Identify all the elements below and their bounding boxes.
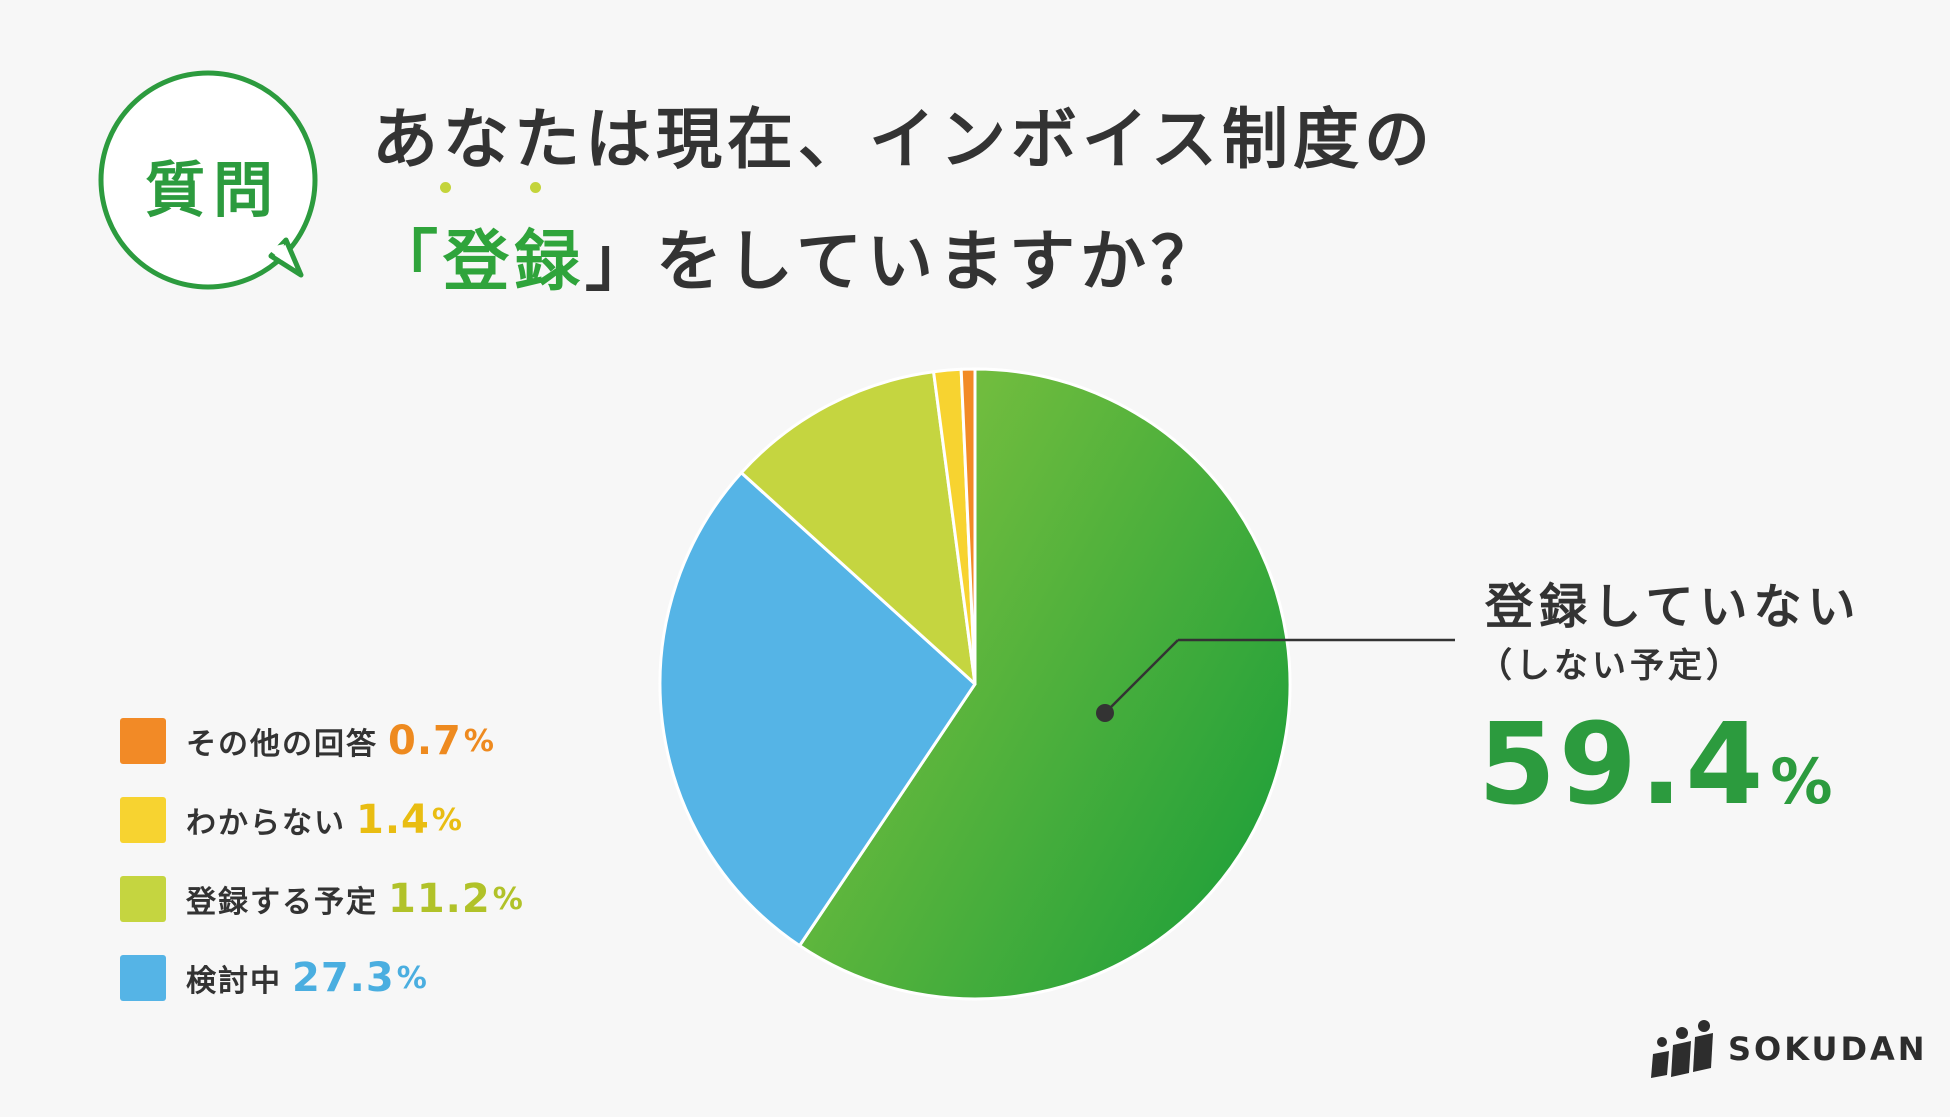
legend-label: わからない — [186, 806, 346, 841]
legend-item-considering: 検討中 27.3 % — [120, 955, 523, 1001]
title-line-2: 「登録」をしていますか？ — [372, 208, 1222, 304]
legend-unit: % — [431, 802, 462, 838]
title-highlight: 登録 — [443, 223, 585, 300]
legend-unit: % — [396, 960, 427, 996]
pie-slice-not-registering — [798, 367, 1292, 1001]
question-badge-label: 質問 — [145, 155, 281, 226]
legend-value: 11.2 — [388, 876, 491, 922]
legend-swatch — [120, 797, 166, 843]
legend-swatch — [120, 955, 166, 1001]
legend: その他の回答 0.7 % わからない 1.4 % 登録する予定 11.2 % 検… — [120, 718, 523, 1034]
title-line-1: あなたは現在、インボイス制度の — [372, 101, 1436, 178]
sokudan-logo-text: SOKUDAN — [1728, 1030, 1928, 1068]
legend-label: 登録する予定 — [186, 885, 378, 920]
legend-item-other: その他の回答 0.7 % — [120, 718, 523, 764]
title-line-2-suffix: 」をしていますか？ — [585, 223, 1223, 300]
sokudan-logo-mark-icon — [1651, 1020, 1713, 1078]
legend-swatch — [120, 876, 166, 922]
pie-slice-planning — [739, 370, 977, 686]
question-badge — [98, 70, 318, 290]
callout-sublabel: （しない予定） — [1478, 646, 1744, 686]
legend-label: 検討中 — [186, 964, 282, 999]
callout-dot — [1096, 704, 1114, 722]
legend-value: 1.4 — [356, 797, 430, 843]
callout-value-number: 59.4 — [1478, 700, 1767, 830]
pie-slice-considering — [658, 471, 977, 948]
pie-slice-other — [959, 367, 977, 686]
legend-value: 0.7 — [388, 718, 462, 764]
legend-label: その他の回答 — [186, 727, 378, 762]
legend-unit: % — [463, 723, 494, 759]
callout-label: 登録していない — [1485, 579, 1862, 635]
legend-swatch — [120, 718, 166, 764]
callout-value-unit: % — [1770, 745, 1836, 818]
callout-value: 59.4% — [1478, 700, 1835, 830]
title-bracket-open: 「 — [372, 223, 443, 300]
legend-value: 27.3 — [292, 955, 395, 1001]
legend-item-planning: 登録する予定 11.2 % — [120, 876, 523, 922]
legend-unit: % — [492, 881, 523, 917]
callout-leader-line — [1104, 639, 1179, 714]
legend-item-unknown: わからない 1.4 % — [120, 797, 523, 843]
sokudan-logo: SOKUDAN — [1650, 1020, 1928, 1078]
